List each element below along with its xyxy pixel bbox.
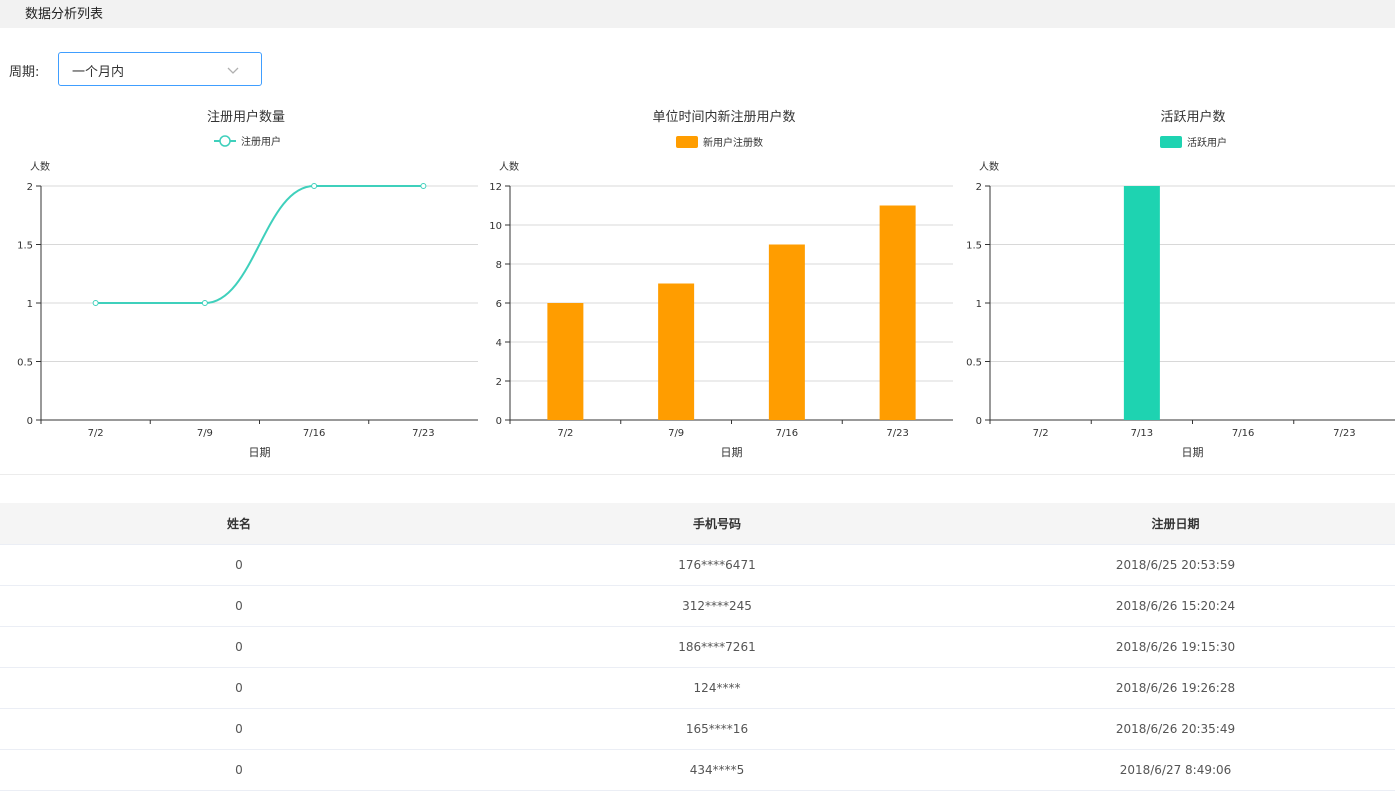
- section-divider: [0, 474, 1395, 475]
- cell-date: 2018/6/26 19:15:30: [956, 626, 1395, 668]
- header-bar: 数据分析列表: [0, 0, 1395, 28]
- x-axis-label: 日期: [1182, 446, 1204, 459]
- chart-title: 注册用户数量: [207, 109, 285, 125]
- chart-title: 活跃用户数: [1160, 109, 1225, 125]
- y-tick-label: 0: [496, 416, 502, 427]
- table-row[interactable]: 0 124**** 2018/6/26 19:26:28: [0, 667, 1395, 709]
- cell-phone: 186****7261: [478, 626, 956, 668]
- x-tick-label: 7/16: [303, 428, 325, 439]
- bar: [547, 303, 584, 420]
- user-table: 姓名 手机号码 注册日期 0 176****6471 2018/6/25 20:53…: [0, 503, 1395, 791]
- bar: [768, 244, 805, 420]
- cell-date: 2018/6/26 15:20:24: [956, 585, 1395, 627]
- cell-name: 0: [0, 626, 478, 668]
- legend-swatch-icon: [1160, 136, 1182, 148]
- y-axis-label: 人数: [30, 160, 50, 173]
- cell-phone: 176****6471: [478, 544, 956, 586]
- x-tick-label: 7/23: [412, 428, 434, 439]
- y-tick-label: 8: [496, 260, 502, 271]
- x-tick-label: 7/23: [1333, 428, 1355, 439]
- period-select-value: 一个月内: [72, 65, 125, 80]
- bar: [1123, 186, 1160, 420]
- y-axis-label: 人数: [979, 160, 999, 173]
- y-tick-label: 2: [976, 182, 982, 193]
- cell-name: 0: [0, 544, 478, 586]
- legend-label: 新用户注册数: [703, 136, 763, 149]
- cell-phone: 165****16: [478, 708, 956, 750]
- y-tick-label: 0: [976, 416, 982, 427]
- y-tick-label: 2: [27, 182, 33, 193]
- bar: [658, 283, 695, 420]
- data-point: [92, 300, 99, 306]
- legend-label: 注册用户: [241, 135, 281, 148]
- y-tick-label: 4: [496, 338, 502, 349]
- legend-marker-icon: [219, 135, 231, 147]
- page-title: 数据分析列表: [25, 7, 104, 22]
- cell-name: 0: [0, 585, 478, 627]
- bar: [879, 205, 916, 420]
- y-tick-label: 0.5: [966, 358, 982, 369]
- cell-date: 2018/6/25 20:53:59: [956, 544, 1395, 586]
- x-tick-label: 7/16: [776, 428, 798, 439]
- column-header-name[interactable]: 姓名: [0, 503, 478, 545]
- x-tick-label: 7/2: [1033, 428, 1049, 439]
- x-tick-label: 7/2: [557, 428, 573, 439]
- cell-date: 2018/6/26 20:35:49: [956, 708, 1395, 750]
- table-row[interactable]: 0 186****7261 2018/6/26 19:15:30: [0, 626, 1395, 668]
- cell-phone: 124****: [478, 667, 956, 709]
- cell-date: 2018/6/27 8:49:06: [956, 749, 1395, 791]
- y-tick-label: 10: [489, 221, 502, 232]
- data-point: [201, 300, 208, 306]
- series-line: [95, 184, 424, 304]
- column-header-phone[interactable]: 手机号码: [478, 503, 956, 545]
- cell-name: 0: [0, 667, 478, 709]
- data-point: [311, 183, 318, 189]
- period-select[interactable]: 一个月内: [58, 52, 262, 86]
- column-header-date[interactable]: 注册日期: [956, 503, 1395, 545]
- chart-title: 单位时间内新注册用户数: [652, 109, 795, 125]
- y-tick-label: 0.5: [17, 358, 33, 369]
- cell-date: 2018/6/26 19:26:28: [956, 667, 1395, 709]
- table-row[interactable]: 0 312****245 2018/6/26 15:20:24: [0, 585, 1395, 627]
- data-point: [420, 183, 427, 189]
- table-row[interactable]: 0 165****16 2018/6/26 20:35:49: [0, 708, 1395, 750]
- y-tick-label: 0: [27, 416, 33, 427]
- x-tick-label: 7/9: [197, 428, 213, 439]
- y-tick-label: 12: [489, 182, 502, 193]
- cell-phone: 434****5: [478, 749, 956, 791]
- cell-name: 0: [0, 708, 478, 750]
- y-tick-label: 1.5: [17, 241, 33, 252]
- y-tick-label: 1.5: [966, 241, 982, 252]
- cell-phone: 312****245: [478, 585, 956, 627]
- period-label: 周期:: [9, 65, 40, 80]
- y-tick-label: 1: [976, 299, 982, 310]
- y-tick-label: 1: [27, 299, 33, 310]
- x-tick-label: 7/13: [1131, 428, 1153, 439]
- cell-name: 0: [0, 749, 478, 791]
- table-row[interactable]: 0 176****6471 2018/6/25 20:53:59: [0, 544, 1395, 586]
- x-axis-label: 日期: [249, 446, 271, 459]
- x-tick-label: 7/23: [886, 428, 908, 439]
- table-row[interactable]: 0 434****5 2018/6/27 8:49:06: [0, 749, 1395, 791]
- y-axis-label: 人数: [499, 160, 519, 173]
- x-tick-label: 7/16: [1232, 428, 1254, 439]
- y-tick-label: 6: [496, 299, 502, 310]
- table-header-row: 姓名 手机号码 注册日期: [0, 503, 1395, 545]
- y-tick-label: 2: [496, 377, 502, 388]
- x-tick-label: 7/9: [668, 428, 684, 439]
- chevron-down-icon: [227, 67, 239, 74]
- x-axis-label: 日期: [721, 446, 743, 459]
- x-tick-label: 7/2: [88, 428, 104, 439]
- legend-label: 活跃用户: [1187, 136, 1227, 149]
- legend-swatch-icon: [676, 136, 698, 148]
